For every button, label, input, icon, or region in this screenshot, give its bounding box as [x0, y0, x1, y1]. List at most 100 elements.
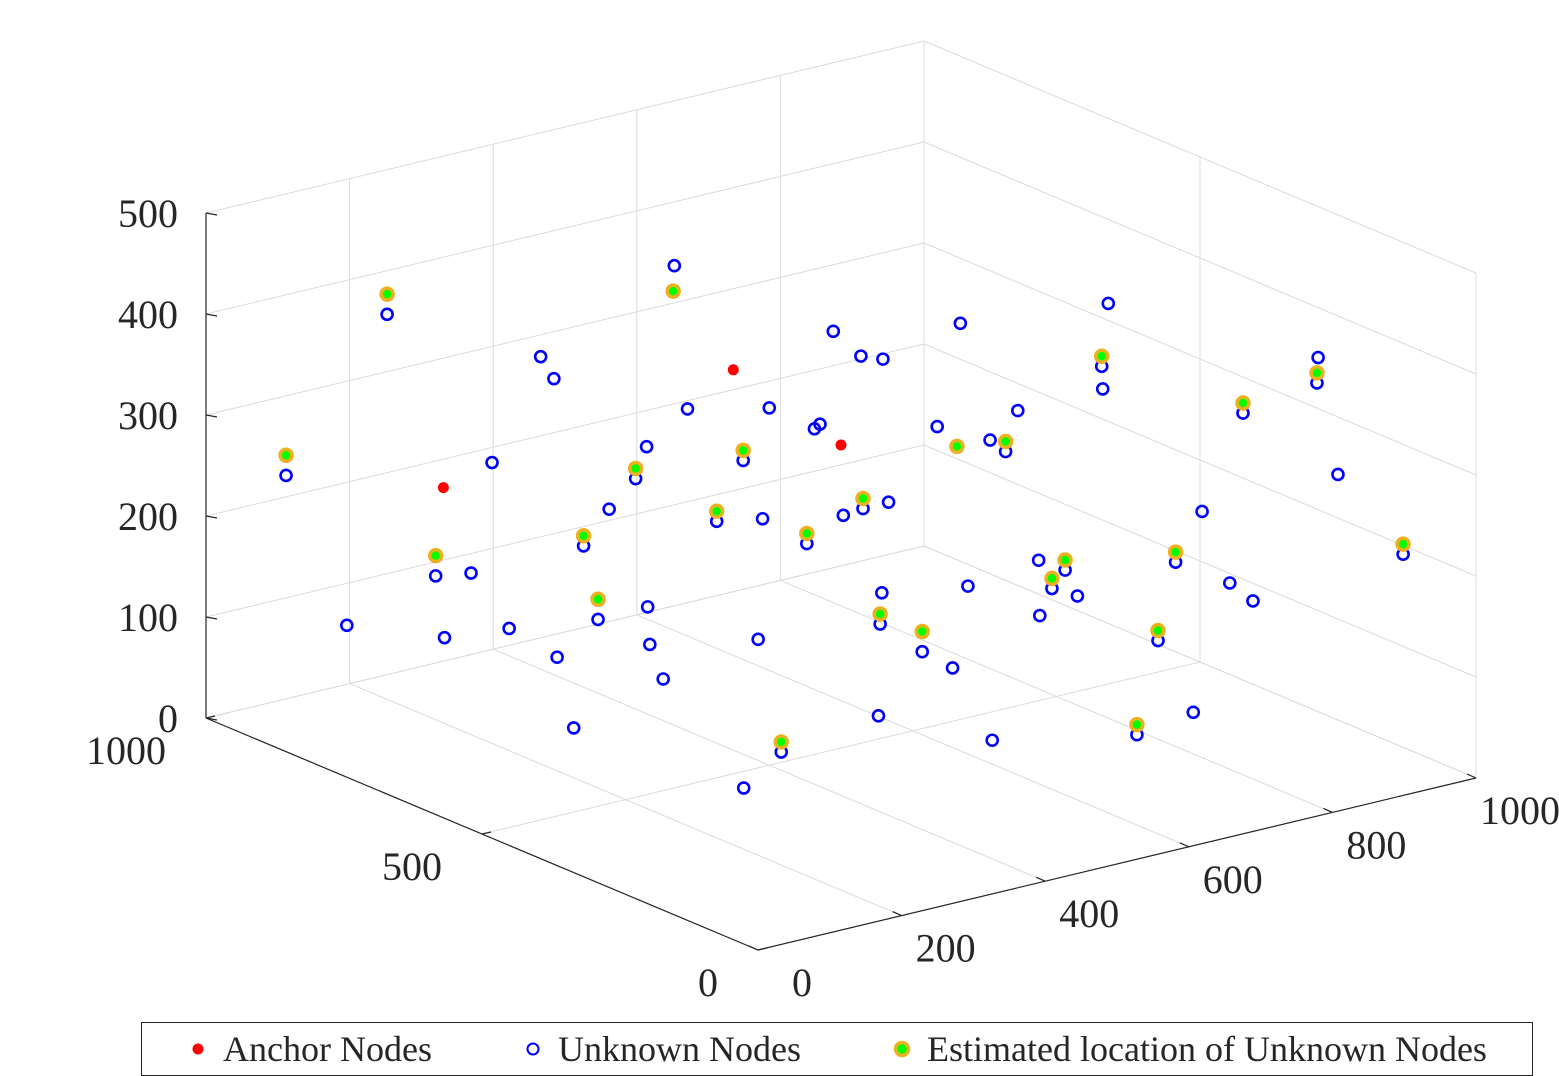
x-tick — [1179, 842, 1190, 848]
grid-wall-z-right — [923, 545, 1477, 779]
estimated-node-point — [427, 547, 444, 564]
x-tick-label: 400 — [1059, 891, 1119, 936]
estimated-node-point — [1395, 536, 1411, 552]
scatter3d-plot: 0200400600800100005001000010020030040050… — [86, 40, 1559, 1005]
estimated-node-point — [665, 283, 681, 299]
unknown-node-point — [667, 258, 682, 273]
estimated-node-point — [1057, 552, 1073, 568]
estimated-node-point — [949, 438, 965, 455]
unknown-node-point — [875, 586, 889, 600]
unknown-node-point — [279, 468, 293, 483]
z-tick — [205, 212, 218, 216]
unknown-node-point — [755, 511, 770, 526]
estimated-node-point — [872, 606, 888, 622]
estimated-node-point — [799, 525, 815, 542]
legend-item-unknown: Unknown Nodes — [522, 1028, 801, 1070]
x-tick-label: 800 — [1346, 822, 1406, 867]
grid-wall-z-right — [923, 40, 1477, 274]
unknown-node-point — [983, 433, 997, 447]
unknown-node-point — [485, 455, 499, 470]
unknown-node-point — [1031, 553, 1046, 568]
unknown-node-point — [1101, 296, 1116, 311]
unknown-node-point — [437, 630, 452, 645]
legend-label-unknown: Unknown Nodes — [558, 1029, 801, 1069]
legend-label-estimated: Estimated location of Unknown Nodes — [927, 1029, 1487, 1069]
unknown-node-point — [591, 612, 605, 627]
unknown-node-point — [736, 781, 751, 795]
unknown-node-point — [751, 632, 765, 647]
x-tick — [748, 945, 759, 951]
unknown-node-point — [813, 417, 827, 432]
estimated-node-point — [379, 286, 395, 302]
estimated-node-point — [1309, 365, 1325, 381]
z-tick — [205, 414, 218, 418]
z-tick-label: 100 — [118, 595, 178, 640]
z-tick — [205, 313, 218, 317]
unknown-node-point — [639, 439, 654, 454]
unknown-node-point — [1246, 594, 1260, 608]
grid-wall-z-back — [205, 242, 925, 416]
estimated-node-point — [1129, 716, 1145, 733]
unknown-node-point — [985, 733, 1000, 748]
grid-wall-z-right — [923, 242, 1477, 476]
unknown-node-point — [876, 352, 890, 366]
z-tick-label: 500 — [118, 191, 178, 236]
unknown-node-point — [502, 621, 516, 636]
grid-lines — [205, 40, 1477, 951]
unknown-node-point — [1311, 350, 1325, 365]
z-tick-label: 300 — [118, 393, 178, 438]
z-tick — [205, 616, 218, 620]
tick-labels: 0200400600800100005001000010020030040050… — [86, 191, 1559, 1005]
unknown-marker-icon — [526, 1042, 540, 1056]
estimated-node-point — [1150, 622, 1166, 639]
y-tick — [481, 831, 492, 835]
estimated-marker-icon — [893, 1040, 911, 1058]
anchor-node-point — [835, 439, 847, 451]
estimated-node-point — [997, 433, 1014, 450]
anchor-node-point — [727, 364, 739, 376]
unknown-node-point — [871, 709, 886, 723]
unknown-node-point — [380, 307, 394, 322]
unknown-node-point — [915, 644, 930, 659]
x-tick — [1035, 876, 1046, 882]
estimated-node-point — [1093, 348, 1110, 364]
x-tick — [892, 911, 902, 917]
unknown-node-point — [550, 650, 564, 665]
grid-wall-z-right — [923, 343, 1477, 577]
unknown-node-point — [428, 569, 443, 583]
grid-wall-z-right — [923, 444, 1477, 678]
estimated-node-point — [278, 447, 294, 464]
unknown-node-point — [547, 371, 561, 386]
unknown-node-point — [464, 566, 478, 580]
legend-item-anchor: Anchor Nodes — [187, 1028, 432, 1070]
anchor-marker-icon — [192, 1043, 204, 1055]
unknown-node-point — [566, 721, 581, 735]
unknown-node-point — [680, 402, 695, 416]
estimated-node-point — [575, 528, 592, 544]
axes — [205, 212, 1477, 951]
estimated-node-point — [1167, 544, 1184, 560]
unknown-node-point — [762, 401, 777, 415]
grid-wall-z-back — [205, 444, 925, 618]
x-tick — [1323, 807, 1333, 813]
x-tick — [1466, 773, 1477, 779]
unknown-node-point — [826, 324, 841, 339]
unknown-node-point — [1095, 382, 1110, 396]
unknown-node-point — [1010, 403, 1025, 418]
x-tick-label: 200 — [916, 926, 976, 971]
y-tick-label: 500 — [382, 844, 442, 889]
unknown-node-point — [930, 419, 945, 434]
unknown-node-point — [1033, 608, 1047, 623]
grid-wall-z-back — [205, 40, 925, 214]
y-tick-label: 0 — [698, 960, 718, 1005]
x-tick-label: 1000 — [1480, 788, 1559, 833]
unknown-node-point — [945, 661, 960, 675]
grid-wall-z-back — [205, 141, 925, 315]
unknown-node-point — [1070, 589, 1085, 603]
estimated-node-point — [1235, 395, 1251, 411]
z-tick-label: 400 — [118, 292, 178, 337]
estimated-node-point — [855, 490, 871, 507]
legend-label-anchor: Anchor Nodes — [223, 1029, 432, 1069]
z-tick — [205, 515, 218, 519]
y-tick — [757, 947, 768, 951]
